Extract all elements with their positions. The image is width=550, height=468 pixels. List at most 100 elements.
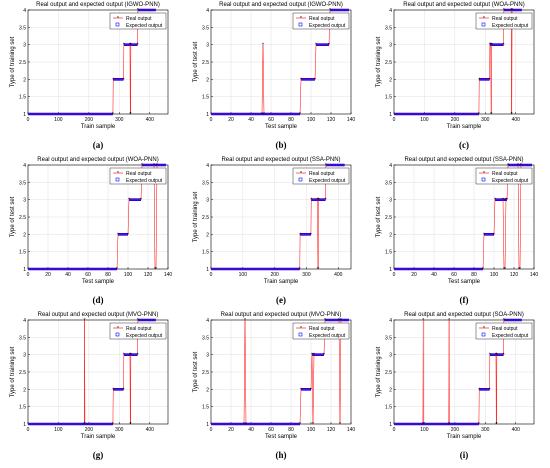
x-tick-label: 0 [27, 427, 30, 433]
real-output-marker: * [339, 422, 341, 428]
real-output-marker: * [506, 198, 508, 204]
chart-panel: Real output and expected output (SOA-PNN… [366, 310, 549, 466]
legend-swatch-expected [481, 332, 486, 337]
x-tick-label: 200 [270, 272, 279, 278]
real-output-marker: * [310, 198, 312, 204]
real-output-marker: * [422, 422, 424, 428]
real-output-marker: * [130, 422, 132, 428]
panel-label: (e) [276, 295, 286, 305]
real-output-marker: * [323, 353, 325, 359]
real-output-marker: * [478, 77, 480, 83]
legend-label: Real output [492, 171, 518, 177]
chart-panel: Real output and expected output (IGWO-PN… [0, 0, 183, 156]
legend-box [475, 12, 533, 30]
real-output-marker: * [503, 318, 505, 324]
real-output-marker: * [112, 112, 114, 118]
legend-label: Expected output [126, 23, 163, 29]
y-tick-label: 2 [389, 77, 392, 83]
y-tick-label: 1 [206, 422, 209, 428]
y-tick-label: 2 [23, 77, 26, 83]
real-output-marker: * [129, 43, 131, 49]
real-output-marker: * [448, 318, 450, 324]
y-tick-label: 4 [206, 163, 209, 169]
y-tick-label: 1.5 [202, 405, 209, 411]
x-tick-label: 20 [228, 117, 234, 123]
y-tick-label: 3 [389, 198, 392, 204]
real-output-marker: * [422, 318, 424, 324]
y-tick-label: 1 [23, 422, 26, 428]
y-tick-label: 4 [206, 318, 209, 324]
real-output-line [211, 319, 349, 425]
x-tick-label: 80 [288, 427, 294, 433]
y-tick-label: 1 [389, 267, 392, 273]
y-tick-label: 2.5 [385, 215, 392, 221]
real-output-marker: * [489, 387, 491, 393]
real-output-marker: * [123, 43, 125, 49]
real-output-marker: * [315, 43, 317, 49]
real-output-marker: * [84, 318, 86, 324]
x-tick-label: 40 [248, 427, 254, 433]
x-tick-label: 0 [210, 117, 213, 123]
x-axis-label: Test sample [448, 279, 481, 285]
chart-panel: Real output and expected output (WOA-PNN… [0, 155, 183, 311]
legend-label: Real output [309, 171, 335, 177]
legend-label: Real output [126, 171, 152, 177]
y-tick-label: 3 [23, 198, 26, 204]
legend-marker-real: * [117, 326, 119, 332]
real-output-marker: * [495, 422, 497, 428]
x-tick-label: 200 [85, 427, 94, 433]
real-output-marker: * [156, 163, 158, 169]
y-tick-label: 4 [389, 8, 392, 14]
y-tick-label: 3.5 [385, 180, 392, 186]
real-output-line [211, 164, 345, 270]
legend-box [292, 12, 350, 30]
real-output-marker: * [423, 422, 425, 428]
chart-title: Real output and expected output (IGWO-PN… [36, 2, 160, 8]
real-output-marker: * [325, 163, 327, 169]
y-tick-label: 1.5 [385, 250, 392, 256]
x-tick-label: 140 [164, 272, 173, 278]
legend-label: Expected output [126, 333, 163, 339]
real-output-marker: * [503, 43, 505, 49]
y-tick-label: 4 [23, 163, 26, 169]
y-tick-label: 1.5 [202, 95, 209, 101]
panel-label: (d) [92, 295, 104, 305]
legend-label: Expected output [309, 178, 346, 184]
x-tick-label: 60 [85, 272, 91, 278]
legend-marker-real: * [300, 16, 302, 22]
y-tick-label: 3 [206, 353, 209, 359]
x-tick-label: 140 [347, 427, 356, 433]
x-tick-label: 40 [431, 272, 437, 278]
real-output-marker: * [496, 353, 498, 359]
legend-box [292, 167, 350, 185]
x-tick-label: 200 [85, 117, 94, 123]
x-axis-label: Test sample [265, 124, 298, 130]
legend-swatch-expected [115, 22, 120, 27]
real-output-marker: * [519, 267, 521, 273]
y-tick-label: 1 [389, 422, 392, 428]
real-output-marker: * [338, 318, 340, 324]
real-output-marker: * [141, 163, 143, 169]
real-output-marker: * [510, 8, 512, 14]
real-output-marker: * [489, 77, 491, 83]
x-axis-label: Test sample [82, 279, 115, 285]
real-output-marker: * [123, 387, 125, 393]
x-tick-label: 100 [307, 427, 316, 433]
chart-svg: Real output and expected output (MVO-PNN… [10, 312, 169, 440]
x-tick-label: 80 [288, 117, 294, 123]
chart-panel: Real output and expected output (SSA-PNN… [366, 155, 549, 311]
real-output-marker: * [127, 232, 129, 238]
chart-panel: Real output and expected output (SSA-PNN… [183, 155, 366, 311]
real-output-marker: * [154, 267, 156, 273]
y-axis-label: Type of test set [376, 196, 382, 237]
y-tick-label: 1 [206, 267, 209, 273]
real-output-marker: * [310, 232, 312, 238]
y-tick-label: 3 [23, 353, 26, 359]
legend-swatch-expected [481, 177, 486, 182]
real-output-marker: * [318, 198, 320, 204]
real-output-marker: * [314, 77, 316, 83]
chart-title: Real output and expected output (SOA-PNN… [404, 312, 524, 318]
x-tick-label: 120 [510, 272, 519, 278]
x-tick-label: 400 [512, 117, 521, 123]
real-output-marker: * [137, 318, 139, 324]
